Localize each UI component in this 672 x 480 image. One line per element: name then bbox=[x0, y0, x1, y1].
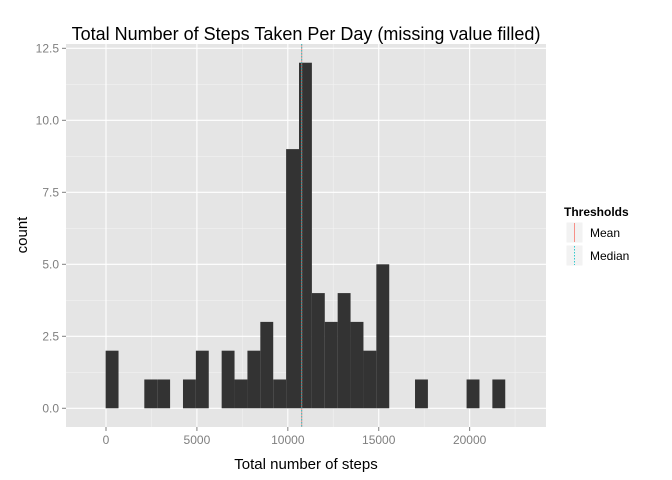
histogram-bar bbox=[195, 350, 209, 409]
x-tick-label: 0 bbox=[103, 433, 110, 447]
legend-items: Mean Median bbox=[565, 221, 629, 267]
histogram-bar bbox=[157, 379, 171, 409]
histogram-bar bbox=[144, 379, 158, 409]
x-tick-label: 15000 bbox=[362, 433, 396, 447]
y-axis-title: count bbox=[14, 216, 31, 254]
histogram-bar bbox=[415, 379, 428, 409]
histogram-bar bbox=[234, 379, 248, 409]
histogram-bar bbox=[105, 350, 119, 409]
histogram-bar bbox=[260, 321, 274, 409]
y-axis-ticks: 0.0 2.5 5.0 7.5 10.0 12.5 bbox=[36, 41, 66, 415]
legend-label: Mean bbox=[590, 226, 620, 240]
histogram-bar bbox=[182, 379, 196, 409]
x-axis-ticks: 0 5000 10000 15000 20000 bbox=[103, 427, 487, 447]
y-tick-label: 12.5 bbox=[36, 41, 60, 55]
histogram-bar bbox=[363, 350, 377, 409]
histogram-bar bbox=[286, 149, 299, 409]
histogram-bar bbox=[376, 264, 390, 409]
histogram-bar bbox=[337, 293, 351, 409]
x-tick-label: 5000 bbox=[184, 433, 211, 447]
y-tick-label: 10.0 bbox=[36, 113, 60, 127]
x-tick-label: 10000 bbox=[271, 433, 305, 447]
legend-title: Thresholds bbox=[564, 205, 629, 219]
y-tick-label: 7.5 bbox=[42, 185, 59, 199]
y-tick-label: 5.0 bbox=[42, 257, 59, 271]
chart-title: Total Number of Steps Taken Per Day (mis… bbox=[72, 24, 541, 44]
x-tick-label: 20000 bbox=[453, 433, 487, 447]
histogram-bar bbox=[273, 379, 287, 409]
legend-label: Median bbox=[590, 249, 629, 263]
x-axis-title: Total number of steps bbox=[234, 456, 377, 473]
histogram-bar bbox=[466, 379, 480, 409]
y-tick-label: 2.5 bbox=[42, 329, 59, 343]
histogram-bar bbox=[221, 350, 235, 409]
histogram-bar bbox=[324, 321, 338, 409]
y-tick-label: 0.0 bbox=[42, 401, 59, 415]
histogram-bar bbox=[350, 321, 364, 409]
histogram-bar bbox=[299, 62, 312, 409]
legend: Thresholds Mean Median bbox=[564, 205, 629, 267]
histogram-bars bbox=[105, 62, 506, 409]
histogram-bar bbox=[311, 293, 325, 409]
histogram-bar bbox=[247, 350, 261, 409]
histogram-bar bbox=[492, 379, 506, 409]
